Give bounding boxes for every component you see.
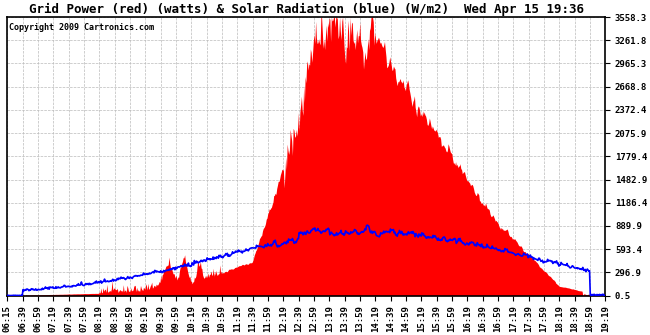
Text: Copyright 2009 Cartronics.com: Copyright 2009 Cartronics.com [9,22,154,31]
Title: Grid Power (red) (watts) & Solar Radiation (blue) (W/m2)  Wed Apr 15 19:36: Grid Power (red) (watts) & Solar Radiati… [29,3,584,16]
